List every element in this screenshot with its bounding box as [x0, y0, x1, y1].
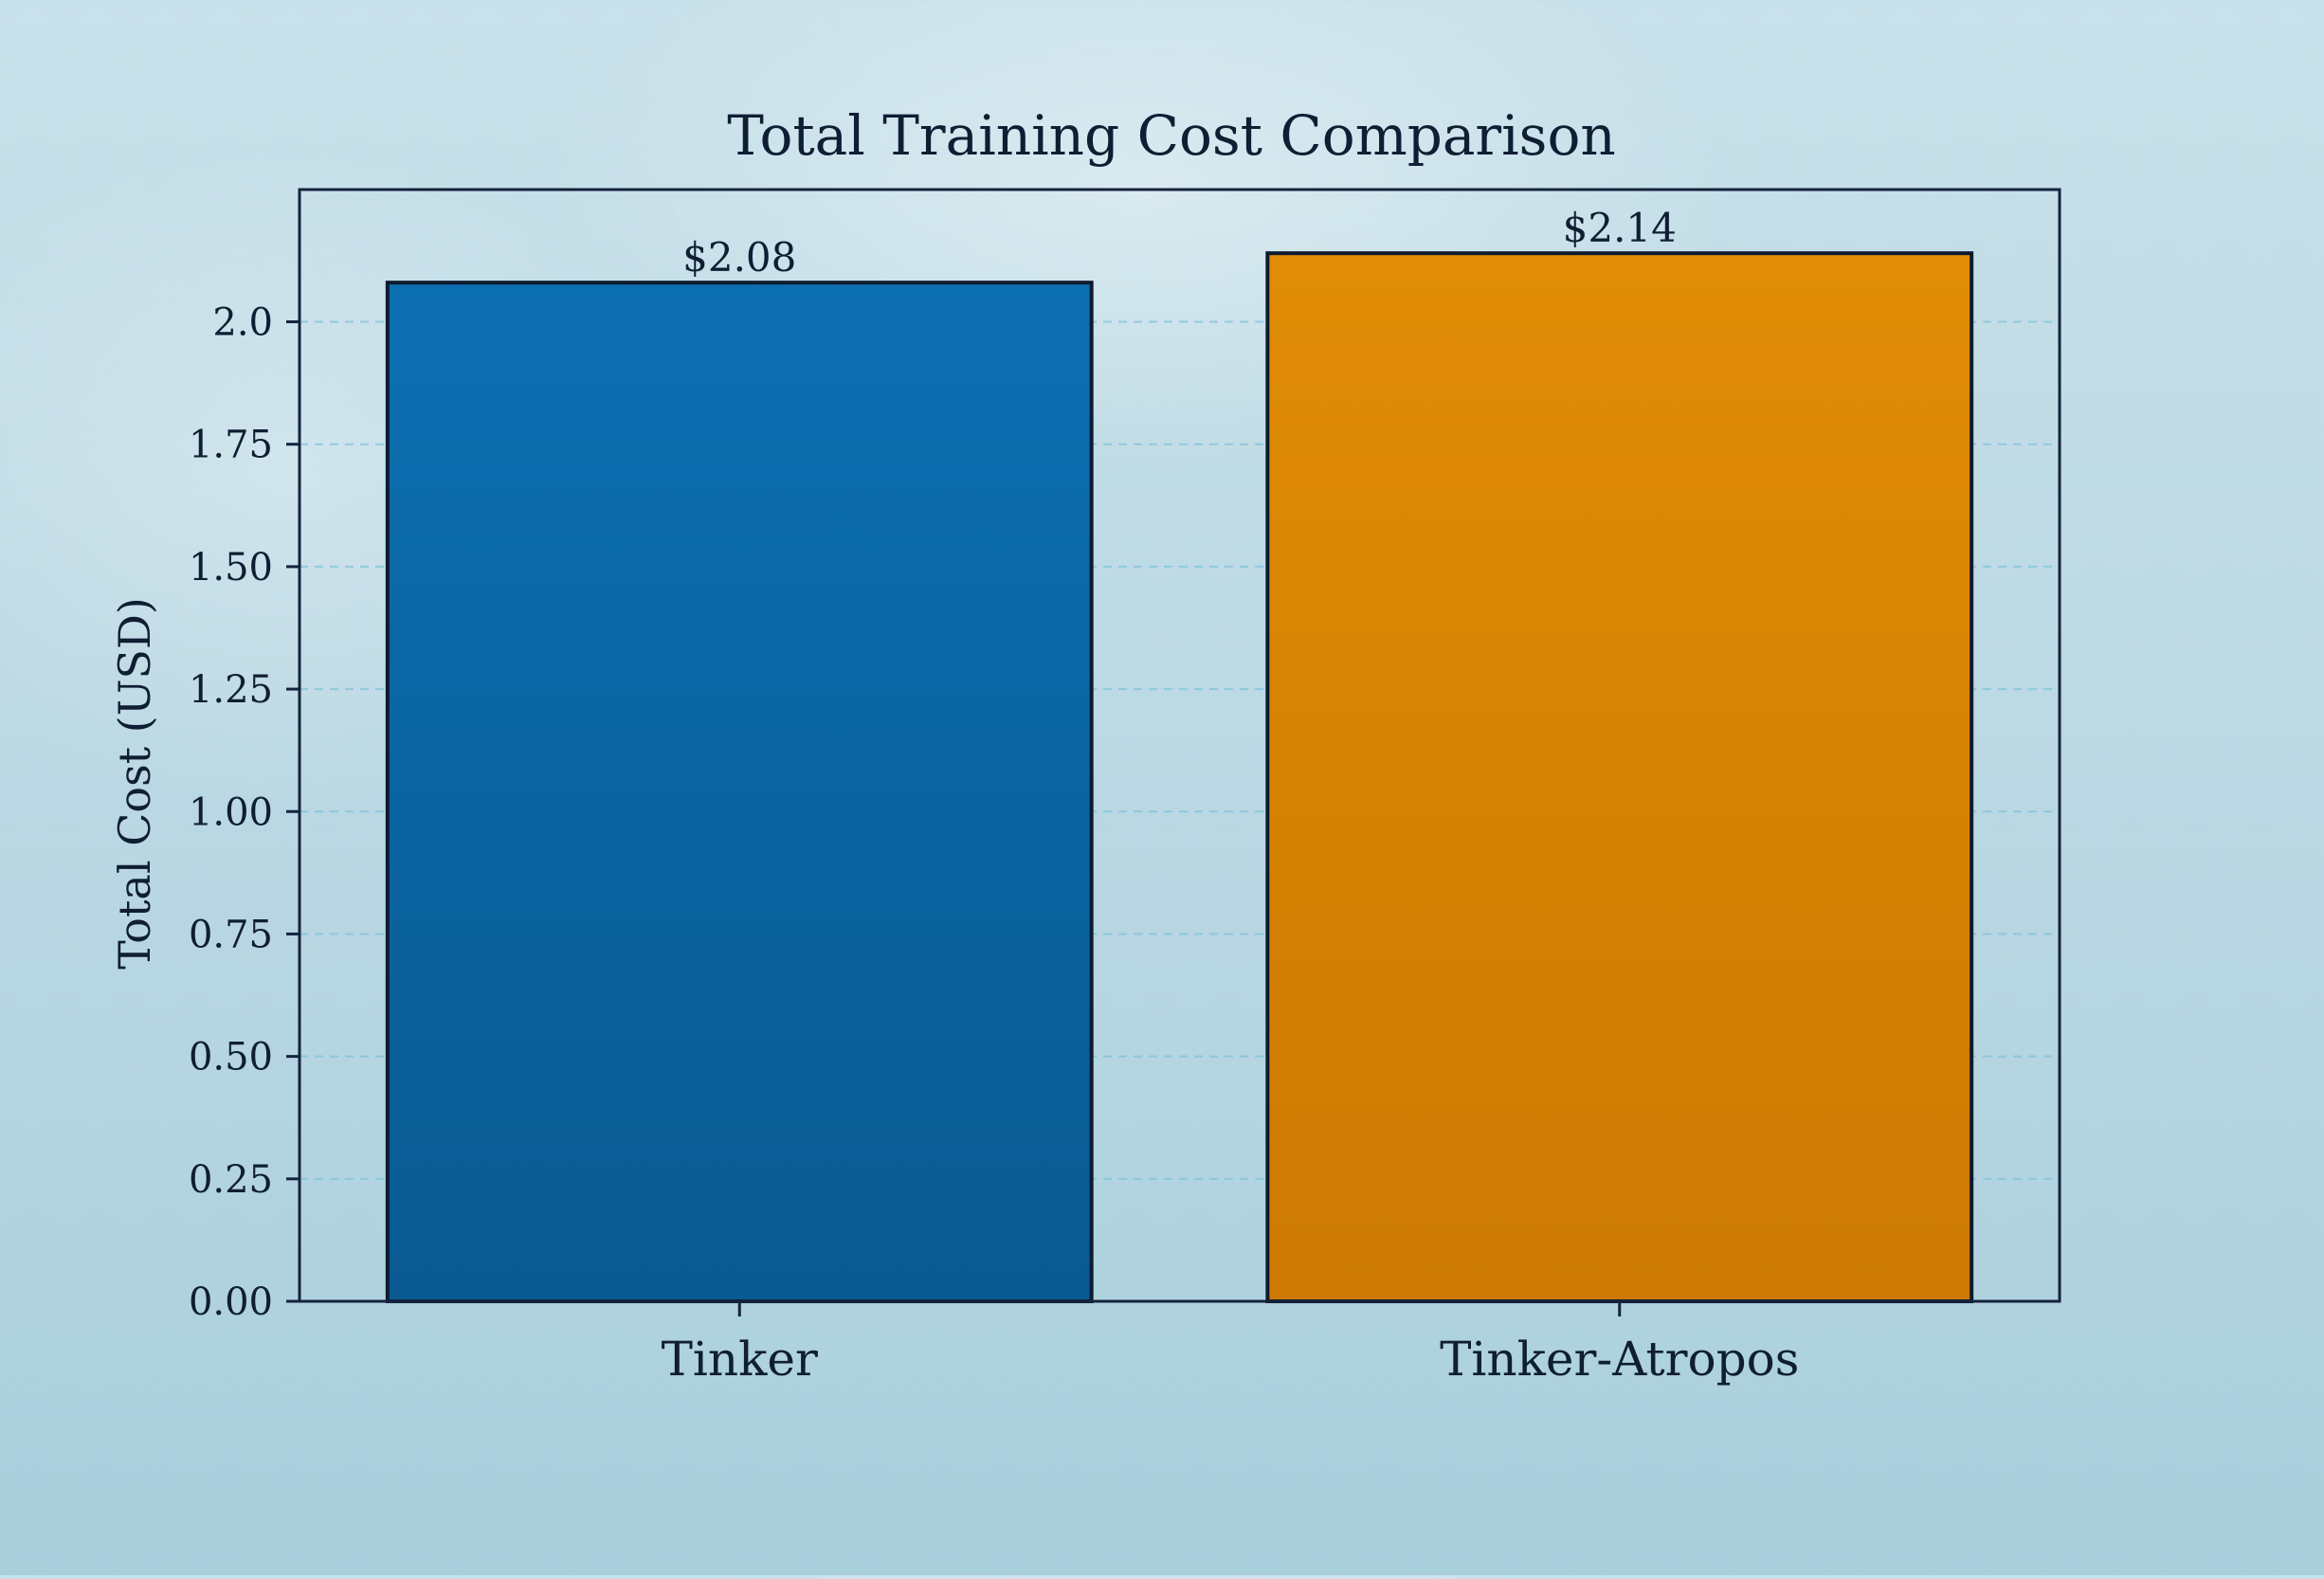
y-axis-label: Total Cost (USD) — [109, 597, 160, 970]
plot-area-frame — [298, 188, 2061, 1303]
bar-value-label: $2.08 — [682, 234, 796, 281]
y-axis-ticks: 0.00 0.25 0.50 0.75 1.00 1.25 1.50 1.75 2.0 — [189, 301, 300, 1324]
x-tick-label: Tinker — [662, 1332, 818, 1387]
x-axis-ticks: Tinker Tinker-Atropos — [662, 1301, 1799, 1387]
chart-title: Total Training Cost Comparison — [727, 103, 1615, 168]
bar-value-label: $2.14 — [1563, 205, 1677, 251]
y-tick-label: 1.25 — [189, 668, 273, 712]
value-labels: $2.08 $2.14 — [682, 205, 1677, 281]
y-tick-label: 0.00 — [189, 1280, 273, 1324]
y-tick-label: 0.50 — [189, 1036, 273, 1080]
bar-tinker-atropos — [1265, 251, 1974, 1303]
y-tick-label: 1.75 — [189, 424, 273, 467]
y-tick-label: 2.0 — [212, 301, 273, 345]
y-tick-label: 1.00 — [189, 790, 273, 834]
y-tick-label: 0.75 — [189, 913, 273, 956]
y-tick-label: 0.25 — [189, 1158, 273, 1202]
x-tick-label: Tinker-Atropos — [1440, 1332, 1799, 1387]
bars — [385, 251, 1974, 1303]
bar-tinker — [385, 281, 1094, 1303]
y-tick-label: 1.50 — [189, 546, 273, 590]
